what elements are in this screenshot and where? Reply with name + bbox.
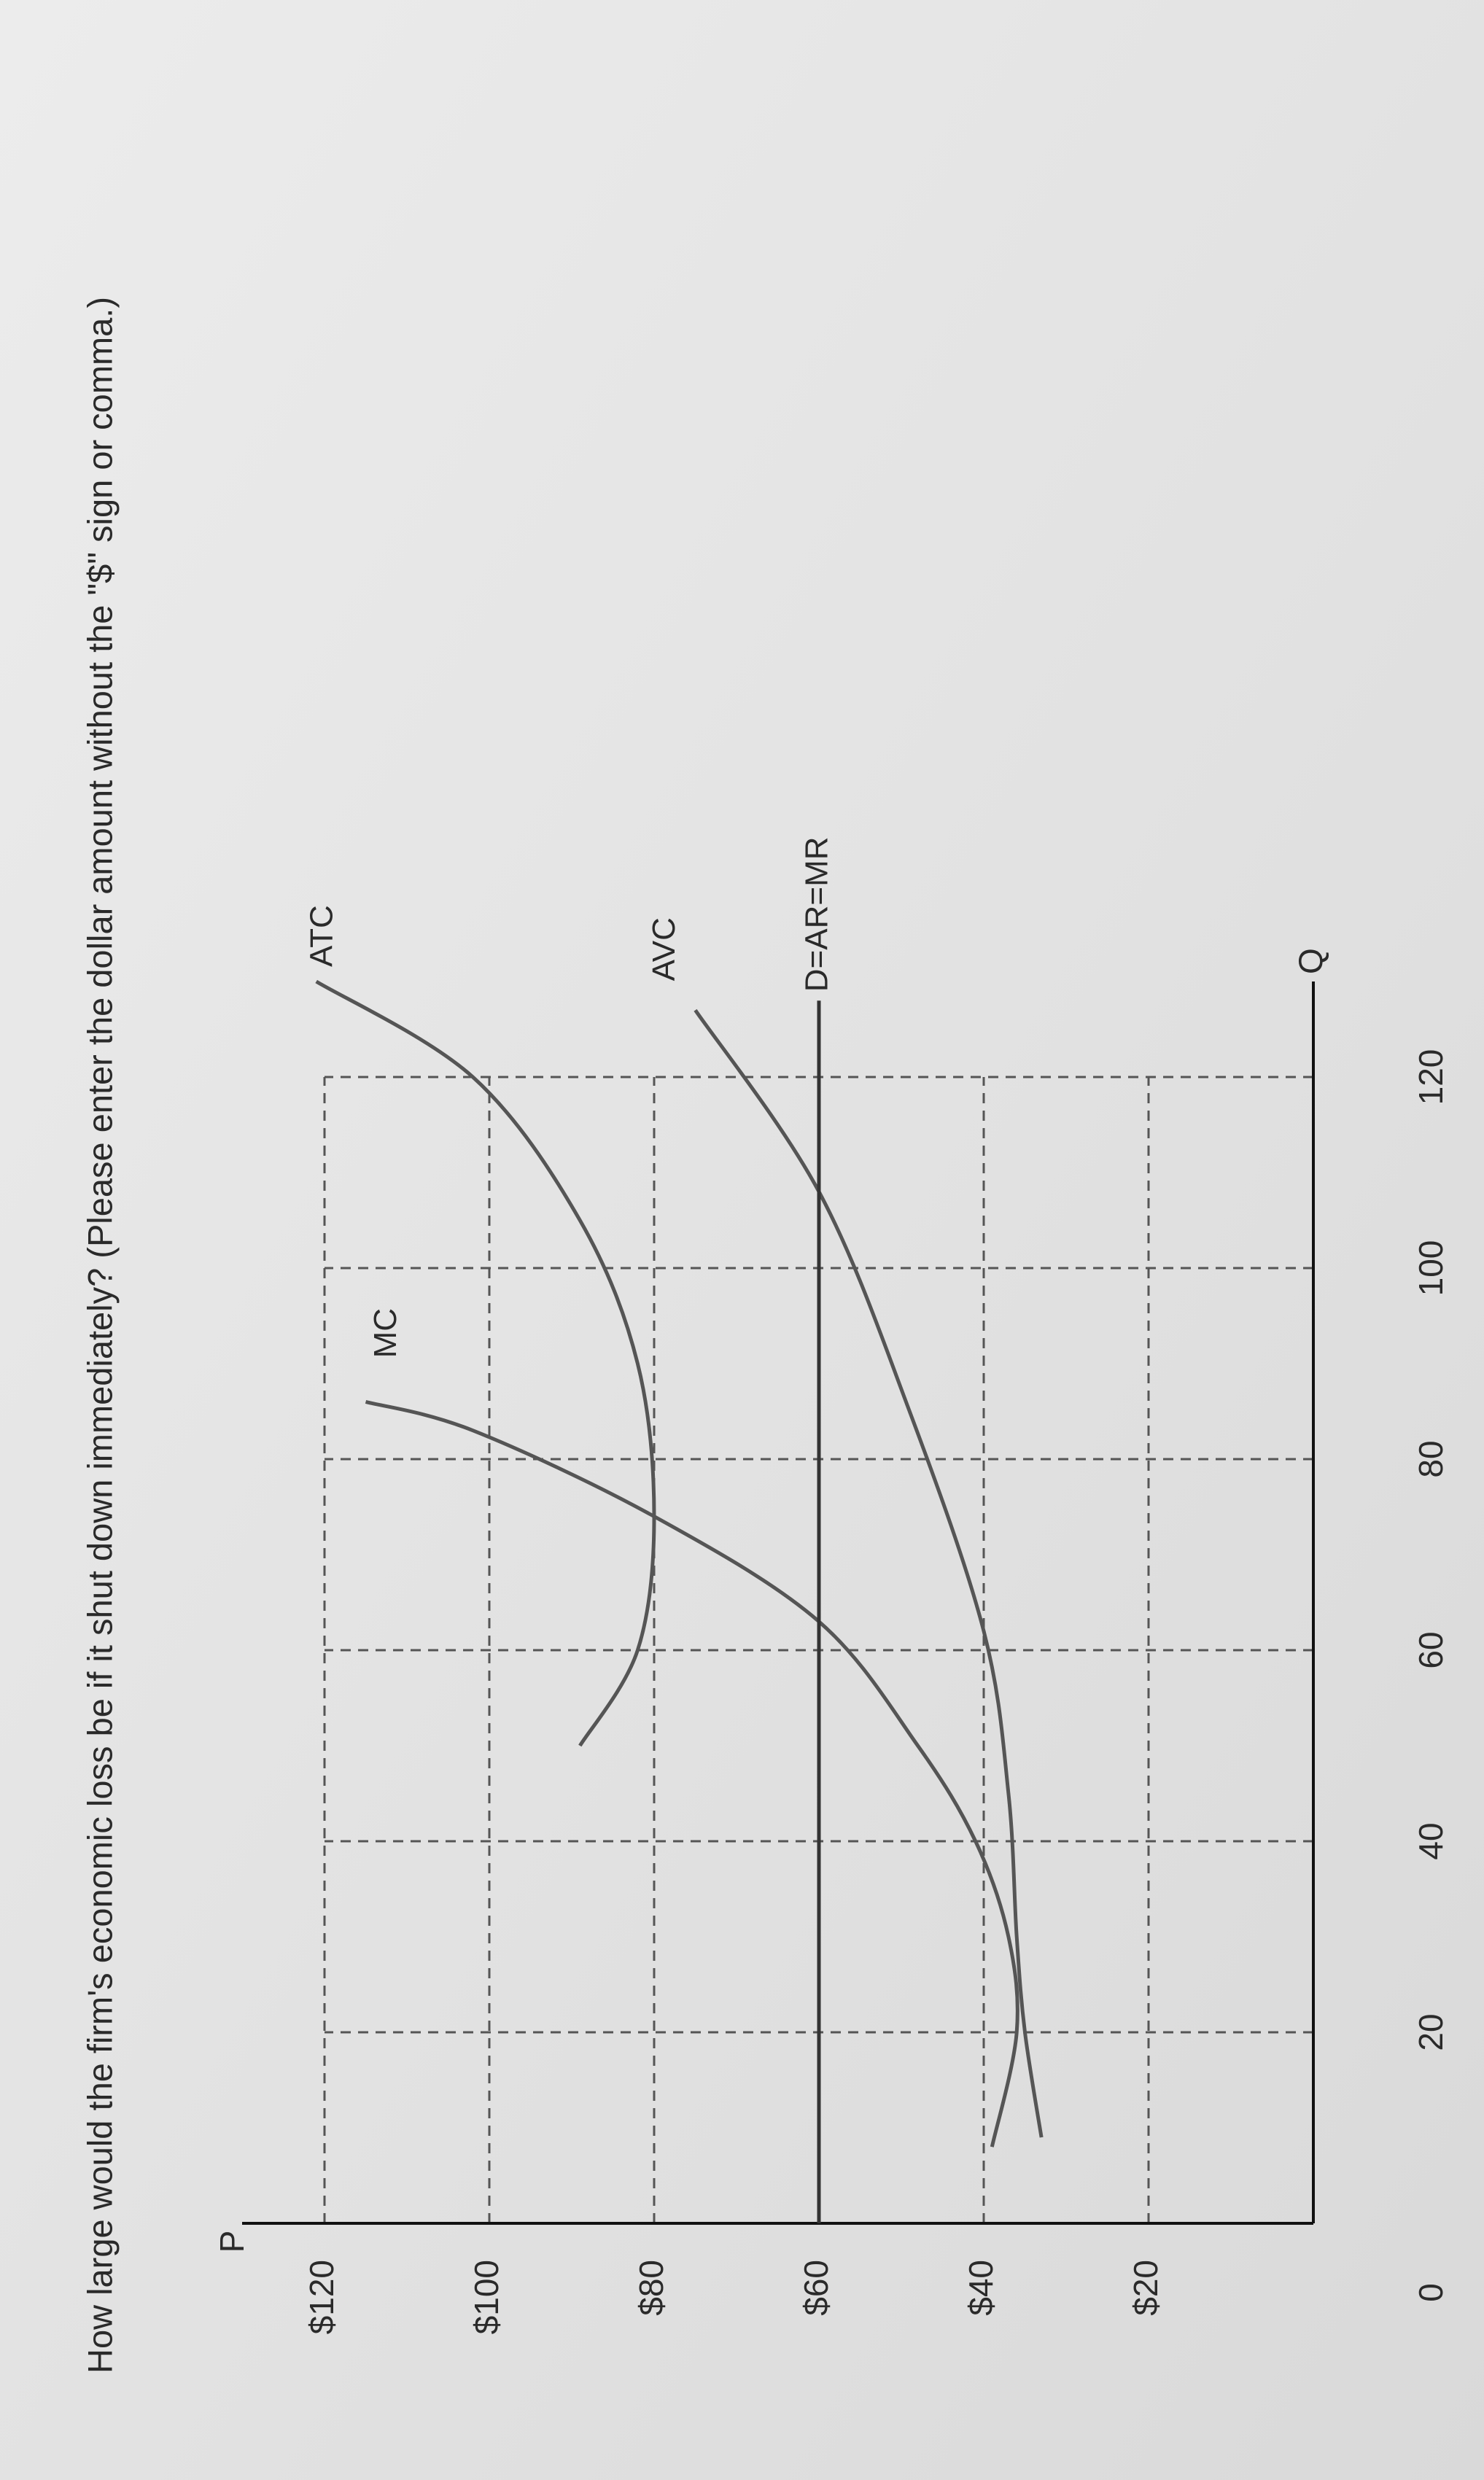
series-label: D=AR=MR bbox=[799, 836, 835, 992]
curve bbox=[365, 1399, 1019, 2147]
series-label: MC bbox=[368, 1308, 403, 1358]
x-tick-label: 20 bbox=[1412, 2013, 1450, 2051]
x-tick-label: 80 bbox=[1412, 1440, 1450, 1477]
x-tick-label: 100 bbox=[1412, 1240, 1450, 1297]
y-tick-label: $20 bbox=[1127, 2260, 1165, 2316]
x-tick-label: 40 bbox=[1412, 1822, 1450, 1859]
y-axis-label: P bbox=[213, 2231, 251, 2253]
rotated-content: How large would the firm's economic loss… bbox=[80, 297, 1450, 2374]
x-tick-label: 0 bbox=[1412, 2283, 1450, 2302]
curve bbox=[315, 979, 656, 1747]
x-tick-label: 120 bbox=[1412, 1049, 1450, 1105]
y-tick-label: $100 bbox=[467, 2260, 505, 2334]
y-tick-label: $60 bbox=[797, 2260, 835, 2316]
question-text: How large would the firm's economic loss… bbox=[80, 297, 119, 2374]
series-label: ATC bbox=[303, 905, 339, 967]
x-tick-label: 60 bbox=[1412, 1631, 1450, 1668]
series-label: AVC bbox=[646, 917, 682, 981]
y-tick-label: $120 bbox=[303, 2260, 341, 2334]
y-tick-label: $80 bbox=[632, 2260, 670, 2316]
y-tick-label: $40 bbox=[962, 2260, 1000, 2316]
x-axis-label: Q bbox=[1291, 948, 1329, 974]
